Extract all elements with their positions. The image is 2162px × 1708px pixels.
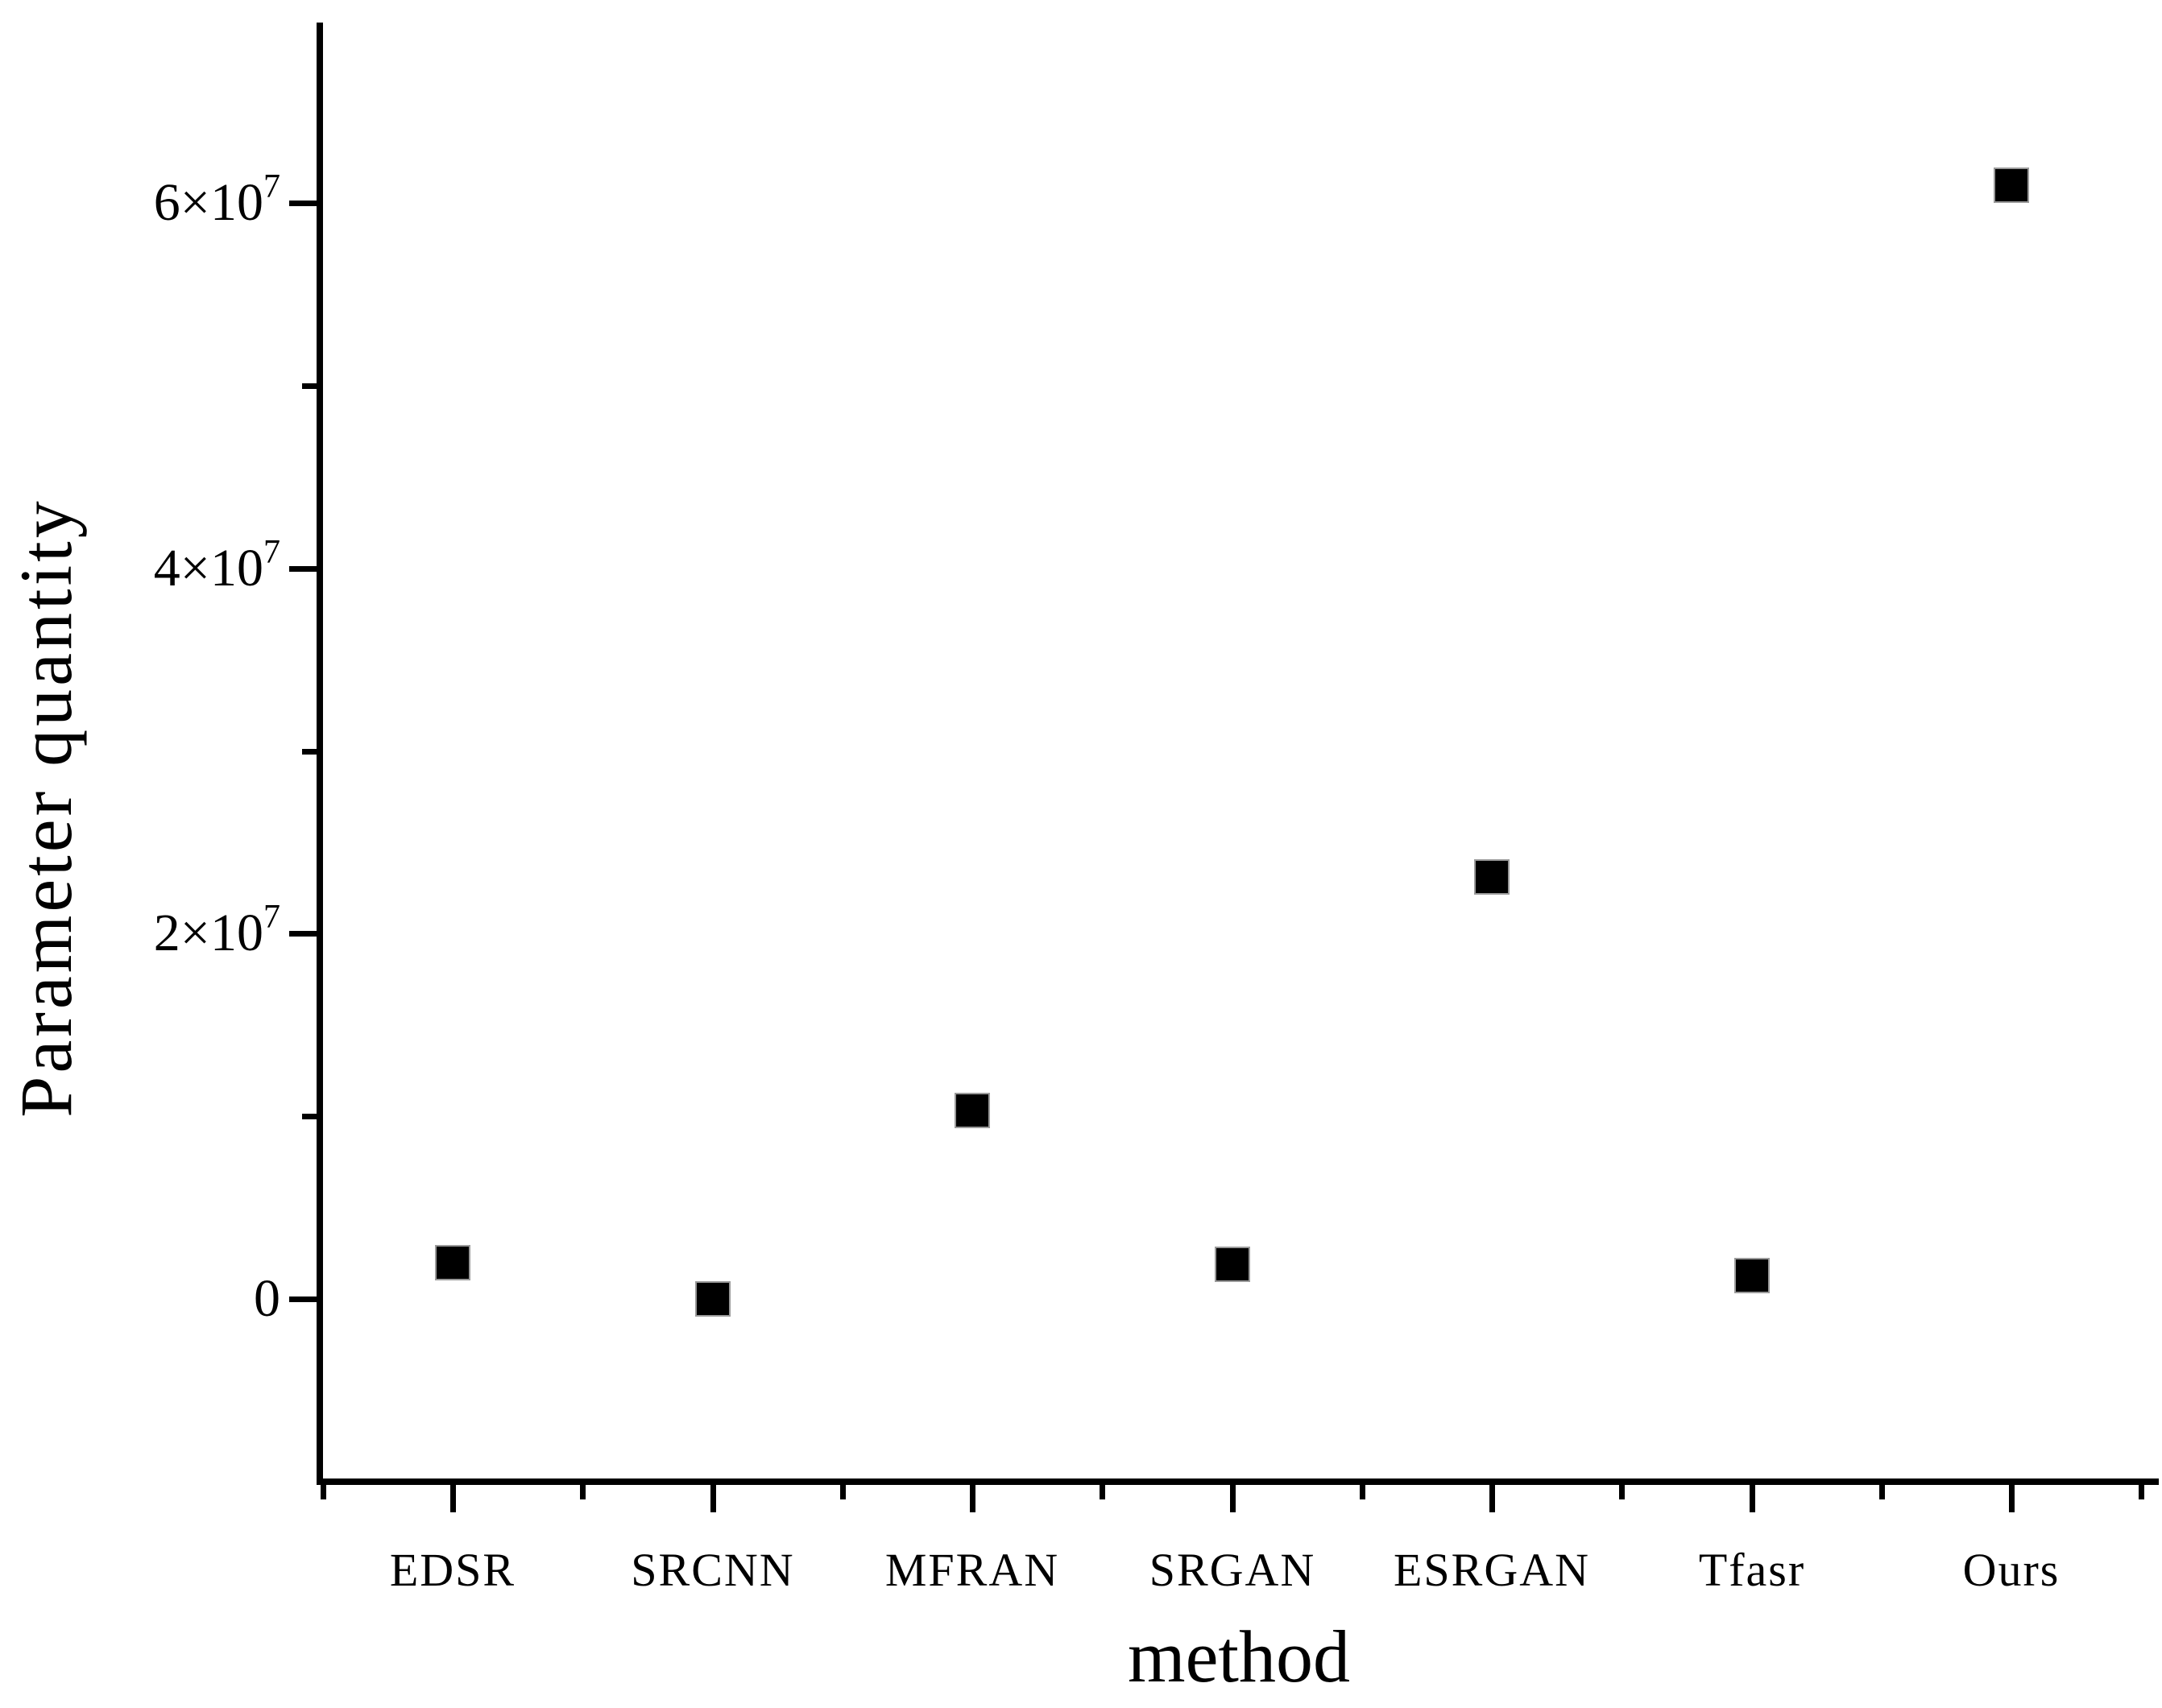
y-axis-minor-tick — [302, 383, 317, 389]
y-axis-tick-label: 2×107 — [153, 899, 280, 962]
data-point-tfasr — [1734, 1258, 1770, 1293]
x-axis-minor-tick — [321, 1485, 326, 1499]
data-point-srcnn — [695, 1281, 731, 1317]
x-axis-major-tick — [2009, 1485, 2015, 1512]
x-axis-major-tick — [1230, 1485, 1236, 1512]
x-axis-tick-label-srcnn: SRCNN — [631, 1544, 795, 1596]
x-axis-title: method — [1128, 1615, 1350, 1698]
x-axis-tick-label-edsr: EDSR — [389, 1544, 516, 1596]
y-axis-major-tick — [289, 931, 317, 937]
y-axis-minor-tick — [302, 1114, 317, 1119]
y-axis-tick-label: 6×107 — [153, 168, 280, 232]
y-axis-major-tick — [289, 566, 317, 572]
x-axis-minor-tick — [840, 1485, 846, 1499]
y-axis-tick-exponent: 7 — [263, 534, 280, 571]
data-point-esrgan — [1474, 859, 1510, 895]
x-axis-major-tick — [710, 1485, 716, 1512]
x-axis-major-tick — [970, 1485, 975, 1512]
data-point-ours — [1994, 167, 2029, 203]
x-axis-tick-label-esrgan: ESRGAN — [1393, 1544, 1591, 1596]
x-axis-major-tick — [450, 1485, 456, 1512]
x-axis-minor-tick — [1100, 1485, 1105, 1499]
y-axis-tick-exponent: 7 — [263, 899, 280, 936]
y-axis-major-tick — [289, 201, 317, 206]
x-axis-line — [317, 1478, 2159, 1485]
x-axis-tick-label-ours: Ours — [1962, 1544, 2061, 1596]
x-axis-tick-label-mfran: MFRAN — [884, 1544, 1060, 1596]
x-axis-minor-tick — [1360, 1485, 1365, 1499]
y-axis-tick-label: 4×107 — [153, 534, 280, 598]
x-axis-tick-label-srgan: SRGAN — [1149, 1544, 1316, 1596]
x-axis-minor-tick — [580, 1485, 586, 1499]
y-axis-tick-exponent: 7 — [263, 168, 280, 205]
data-point-mfran — [955, 1093, 990, 1128]
data-point-srgan — [1215, 1247, 1250, 1282]
x-axis-minor-tick — [2139, 1485, 2144, 1499]
x-axis-major-tick — [1489, 1485, 1495, 1512]
x-axis-major-tick — [1750, 1485, 1755, 1512]
y-axis-line — [317, 23, 323, 1485]
data-point-edsr — [435, 1245, 470, 1280]
x-axis-tick-label-tfasr: Tfasr — [1698, 1544, 1806, 1596]
y-axis-minor-tick — [302, 749, 317, 755]
x-axis-minor-tick — [1619, 1485, 1625, 1499]
y-axis-title: Parameter quantity — [5, 498, 87, 1118]
y-axis-major-tick — [289, 1297, 317, 1302]
x-axis-minor-tick — [1879, 1485, 1885, 1499]
y-axis-tick-label: 0 — [254, 1269, 280, 1328]
